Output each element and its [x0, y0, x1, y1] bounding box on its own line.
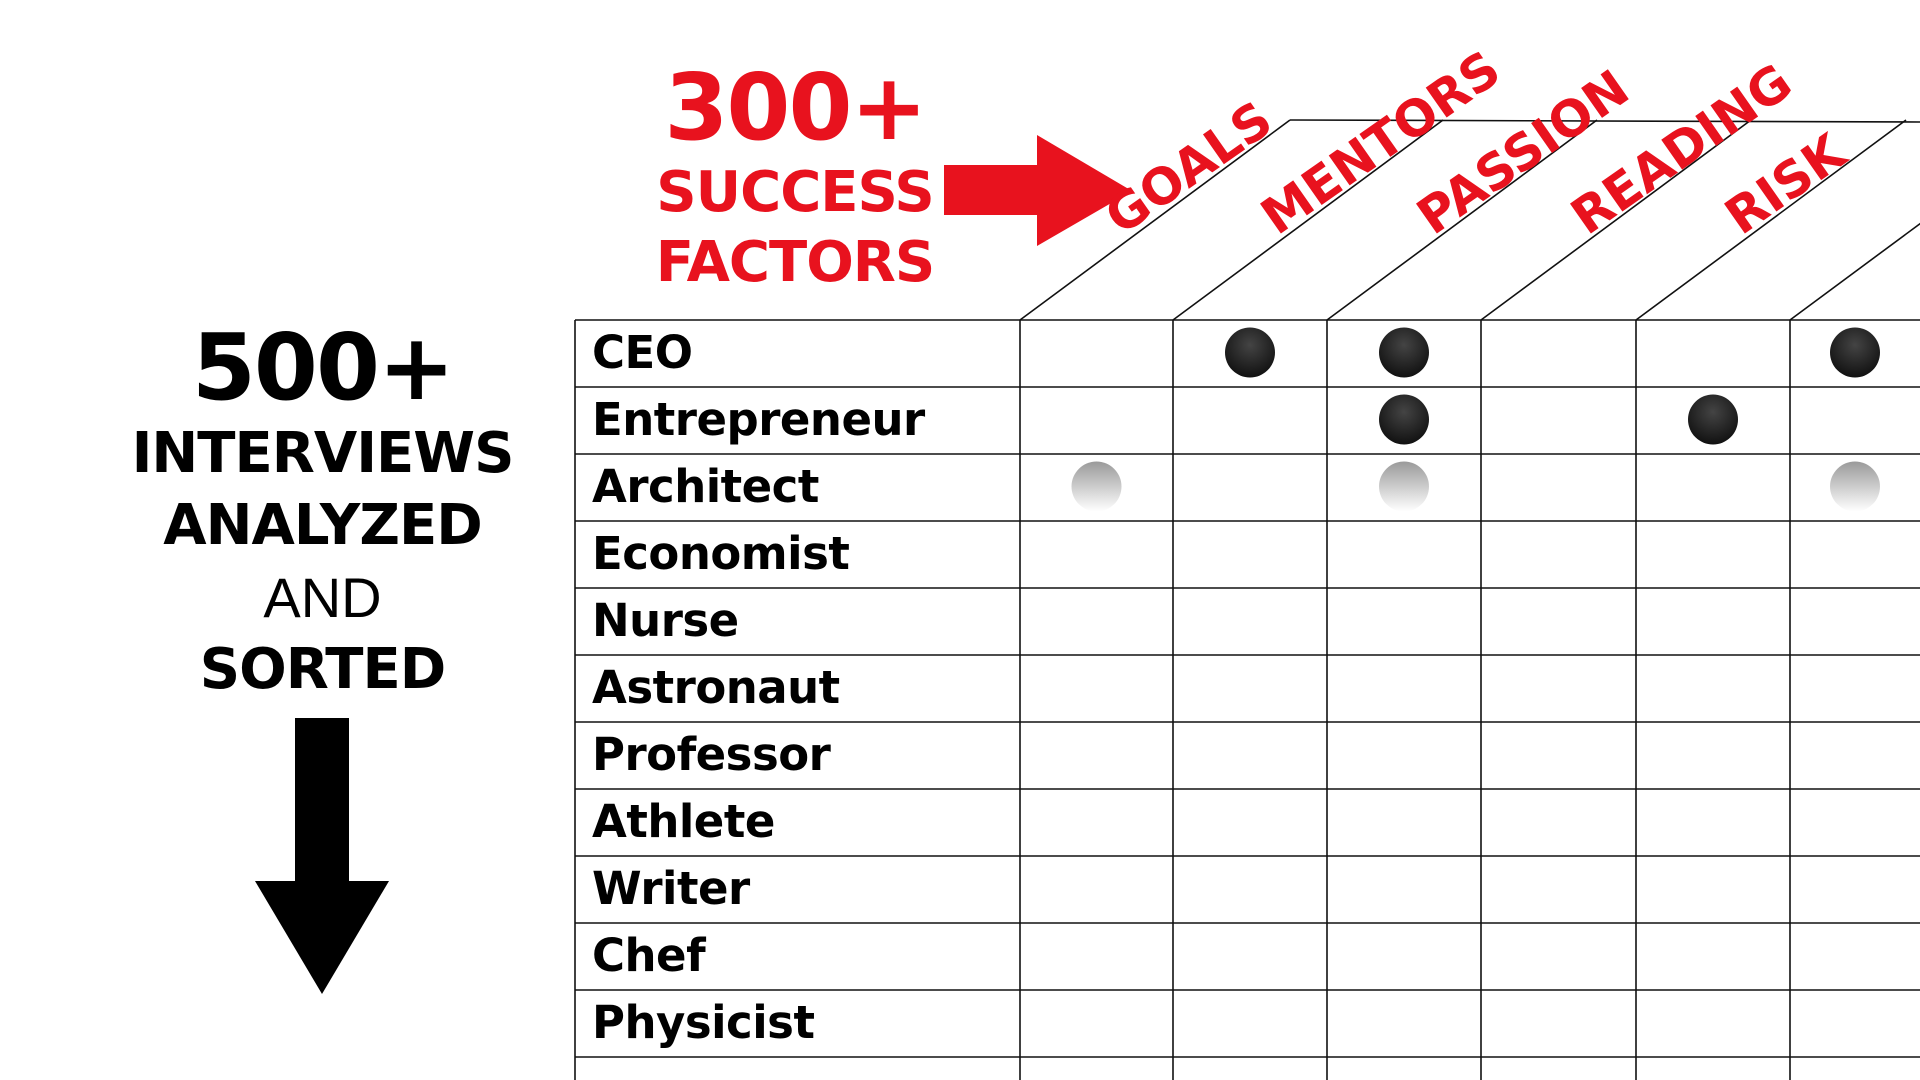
row-label: Nurse — [592, 594, 739, 647]
match-dot — [1688, 394, 1738, 445]
factors-line-2: FACTORS — [655, 230, 936, 295]
arrow-down-icon — [255, 718, 389, 994]
match-dot-faded — [1830, 461, 1880, 512]
factors-count: 300+ — [664, 54, 927, 161]
row-label: Writer — [592, 862, 750, 915]
match-dot-faded — [1071, 461, 1122, 512]
interviews-caption: 500+ INTERVIEWS ANALYZED AND SORTED — [110, 318, 535, 706]
row-label: Professor — [592, 728, 831, 781]
header-slant-line — [1172, 119, 1444, 321]
interviews-line-2: ANALYZED — [163, 493, 482, 558]
row-label: Architect — [592, 460, 819, 513]
row-label: Economist — [592, 527, 850, 580]
row-label: CEO — [592, 326, 693, 379]
factors-caption: 300+ SUCCESS FACTORS — [640, 58, 950, 298]
arrow-right-icon — [944, 135, 1132, 246]
row-label: Chef — [592, 929, 706, 982]
match-dot — [1830, 327, 1880, 378]
factors-line-1: SUCCESS — [656, 160, 934, 225]
row-label: Physicist — [592, 996, 815, 1049]
row-label: Astronaut — [592, 661, 840, 714]
header-slant-line — [1635, 119, 1907, 321]
match-dot — [1379, 394, 1429, 445]
match-dot-faded — [1379, 461, 1429, 512]
match-dot — [1379, 327, 1429, 378]
header-slant-line — [1019, 119, 1291, 321]
header-slant-line — [1326, 119, 1598, 321]
header-slant-line — [1480, 119, 1752, 321]
match-dot — [1225, 327, 1275, 378]
header-slant-line — [1789, 222, 1920, 321]
interviews-line-1: INTERVIEWS — [131, 421, 515, 486]
interviews-line-4: SORTED — [199, 637, 446, 702]
interviews-count: 500+ — [191, 314, 455, 421]
row-label: Entrepreneur — [592, 393, 925, 446]
interviews-line-3: AND — [263, 566, 382, 629]
header-top-line — [1289, 119, 1920, 123]
row-label: Athlete — [592, 795, 775, 848]
